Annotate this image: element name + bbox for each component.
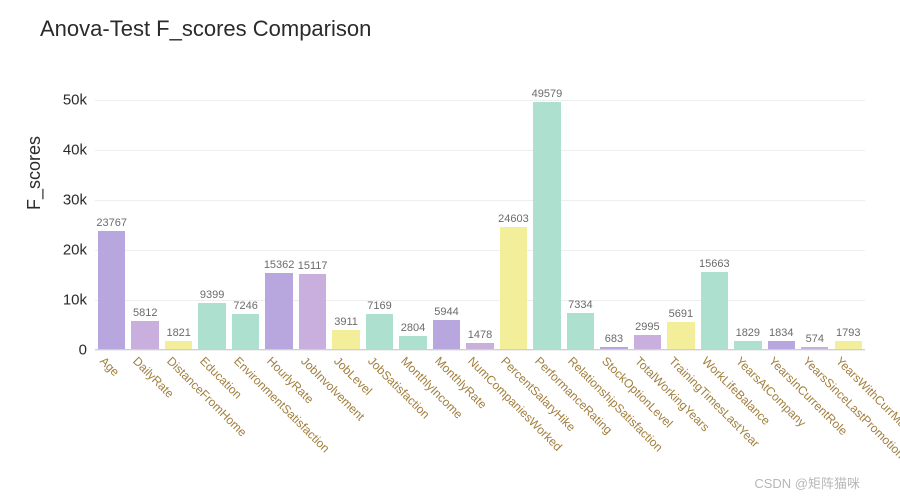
bar: 2995 (634, 335, 661, 350)
y-tick-label: 10k (63, 292, 87, 309)
bar: 15362 (265, 273, 292, 350)
chart-container: Anova-Test F_scores Comparison F_scores … (0, 0, 900, 500)
bars-layer: 2376758121821939972461536215117391171692… (95, 85, 865, 350)
bar-value-label: 1478 (468, 329, 492, 343)
x-axis-line (95, 349, 865, 350)
bar-value-label: 15663 (699, 258, 730, 272)
y-tick-label: 20k (63, 242, 87, 259)
bar-value-label: 5944 (434, 306, 458, 320)
y-axis-label: F_scores (24, 136, 45, 210)
bar: 15117 (299, 274, 326, 350)
bar-value-label: 683 (605, 333, 623, 347)
bar: 3911 (332, 330, 359, 350)
bar-value-label: 23767 (96, 217, 127, 231)
gridline (95, 350, 865, 351)
bar-value-label: 5812 (133, 307, 157, 321)
bar: 24603 (500, 227, 527, 350)
bar: 5691 (667, 322, 694, 350)
bar-value-label: 574 (806, 333, 824, 347)
bar-value-label: 7246 (233, 300, 257, 314)
bar: 49579 (533, 102, 560, 350)
bar: 23767 (98, 231, 125, 350)
bar-value-label: 2995 (635, 321, 659, 335)
bar-value-label: 7334 (568, 299, 592, 313)
bar-value-label: 5691 (669, 308, 693, 322)
bar-value-label: 1834 (769, 327, 793, 341)
x-tick-label: Age (97, 354, 122, 379)
bar: 7246 (232, 314, 259, 350)
bar-value-label: 1821 (166, 327, 190, 341)
bar: 2804 (399, 336, 426, 350)
watermark: CSDN @矩阵猫咪 (754, 473, 860, 492)
bar-value-label: 1793 (836, 327, 860, 341)
bar: 9399 (198, 303, 225, 350)
chart-title: Anova-Test F_scores Comparison (40, 16, 371, 42)
plot-area: 2376758121821939972461536215117391171692… (95, 85, 865, 350)
bar-value-label: 9399 (200, 289, 224, 303)
y-tick-label: 30k (63, 192, 87, 209)
y-tick-label: 50k (63, 92, 87, 109)
bar-value-label: 3911 (334, 316, 358, 330)
y-tick-label: 40k (63, 142, 87, 159)
y-tick-label: 0 (79, 342, 87, 359)
bar: 7334 (567, 313, 594, 350)
bar: 5944 (433, 320, 460, 350)
bar-value-label: 15117 (298, 260, 328, 274)
bar-value-label: 2804 (401, 322, 425, 336)
bar: 5812 (131, 321, 158, 350)
bar-value-label: 1829 (736, 327, 760, 341)
bar-value-label: 7169 (367, 300, 391, 314)
bar-value-label: 24603 (498, 213, 529, 227)
bar-value-label: 49579 (532, 88, 563, 102)
bar: 15663 (701, 272, 728, 350)
bar-value-label: 15362 (264, 259, 295, 273)
bar: 7169 (366, 314, 393, 350)
